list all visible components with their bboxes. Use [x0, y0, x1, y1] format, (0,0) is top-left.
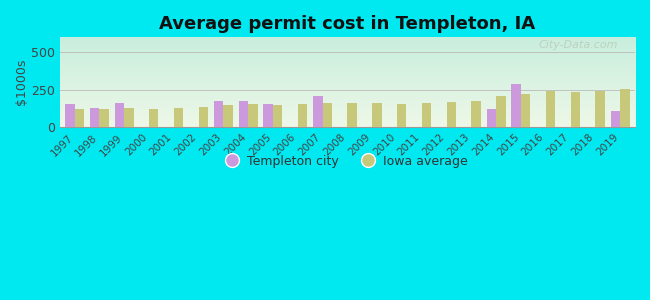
Bar [595, 91, 604, 127]
Legend: Templeton city, Iowa average: Templeton city, Iowa average [222, 150, 473, 173]
Bar [521, 94, 530, 127]
Bar [313, 96, 322, 127]
Bar [611, 111, 620, 127]
Bar [512, 84, 521, 127]
Bar [90, 108, 99, 127]
Bar [546, 91, 555, 127]
Bar [487, 109, 496, 127]
Bar [397, 104, 406, 127]
Bar [347, 103, 357, 127]
Bar [298, 104, 307, 127]
Bar [124, 108, 133, 127]
Bar [198, 107, 208, 127]
Bar [322, 103, 332, 127]
Bar [422, 103, 431, 127]
Bar [471, 101, 481, 127]
Bar [447, 102, 456, 127]
Bar [75, 109, 84, 127]
Bar [496, 96, 506, 127]
Title: Average permit cost in Templeton, IA: Average permit cost in Templeton, IA [159, 15, 536, 33]
Bar [224, 105, 233, 127]
Bar [174, 108, 183, 127]
Bar [263, 104, 273, 127]
Bar [214, 101, 224, 127]
Bar [248, 104, 257, 127]
Bar [149, 109, 159, 127]
Bar [620, 89, 630, 127]
Bar [99, 109, 109, 127]
Bar [571, 92, 580, 127]
Bar [114, 103, 124, 127]
Text: City-Data.com: City-Data.com [538, 40, 617, 50]
Bar [65, 104, 75, 127]
Y-axis label: $1000s: $1000s [15, 59, 28, 106]
Bar [372, 103, 382, 127]
Bar [273, 105, 282, 127]
Bar [239, 101, 248, 127]
